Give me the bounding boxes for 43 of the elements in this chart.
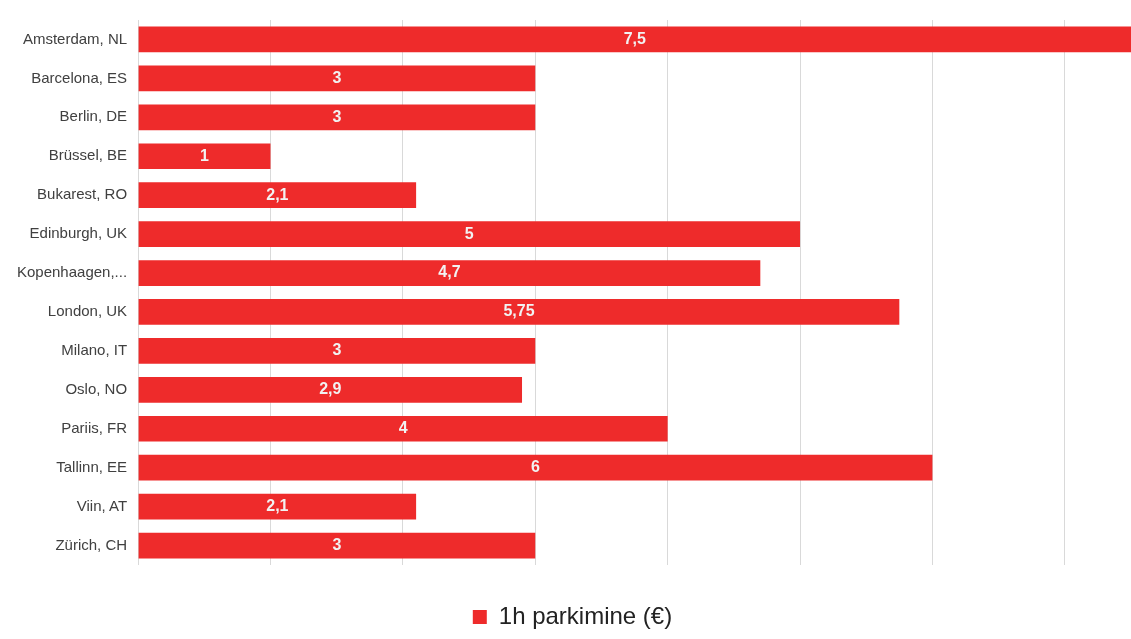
y-tick-label: Oslo, NO	[65, 379, 128, 397]
y-tick-label: Pariis, FR	[61, 418, 128, 436]
y-tick-label: Berlin, DE	[59, 107, 128, 125]
y-tick-label: Barcelona, ES	[31, 68, 128, 86]
y-tick-label: Bukarest, RO	[37, 185, 128, 203]
bar	[138, 493, 417, 520]
bar	[138, 454, 933, 481]
data-label: 3	[332, 107, 342, 125]
data-label: 7,5	[623, 29, 647, 47]
data-label: 3	[332, 535, 342, 553]
y-tick-label: Kopenhaagen,...	[16, 263, 128, 281]
bar	[138, 104, 536, 131]
y-tick-label: Tallinn, EE	[56, 457, 128, 475]
data-label: 5,75	[503, 302, 535, 320]
bar	[138, 532, 536, 559]
y-tick-label: Zürich, CH	[55, 535, 128, 553]
bar	[138, 221, 801, 247]
bar	[138, 415, 668, 442]
bar	[138, 299, 900, 325]
y-tick-label: London, UK	[47, 302, 128, 320]
y-tick-label: Brüssel, BE	[48, 146, 128, 164]
data-label: 2,1	[266, 185, 289, 203]
data-label: 2,1	[266, 497, 289, 515]
data-label: 4,7	[438, 263, 461, 281]
data-label: 6	[531, 458, 541, 476]
y-tick-label: Milano, IT	[61, 341, 128, 359]
bar	[138, 143, 271, 170]
y-tick-label: Edinburgh, UK	[29, 224, 128, 242]
legend-label: 1h parkimine (€)	[498, 601, 673, 629]
bar	[138, 26, 1131, 53]
bar	[138, 260, 761, 286]
data-label: 1	[200, 146, 210, 164]
data-label: 3	[332, 341, 342, 359]
y-tick-label: Amsterdam, NL	[22, 29, 128, 47]
bar	[138, 65, 536, 92]
data-label: 2,9	[319, 380, 342, 398]
data-label: 5	[464, 224, 474, 242]
data-label: 4	[398, 419, 408, 437]
data-label: 3	[332, 68, 342, 86]
bar	[138, 338, 536, 364]
y-tick-label: Viin, AT	[76, 496, 128, 514]
bar	[138, 182, 417, 209]
bar	[138, 376, 523, 403]
